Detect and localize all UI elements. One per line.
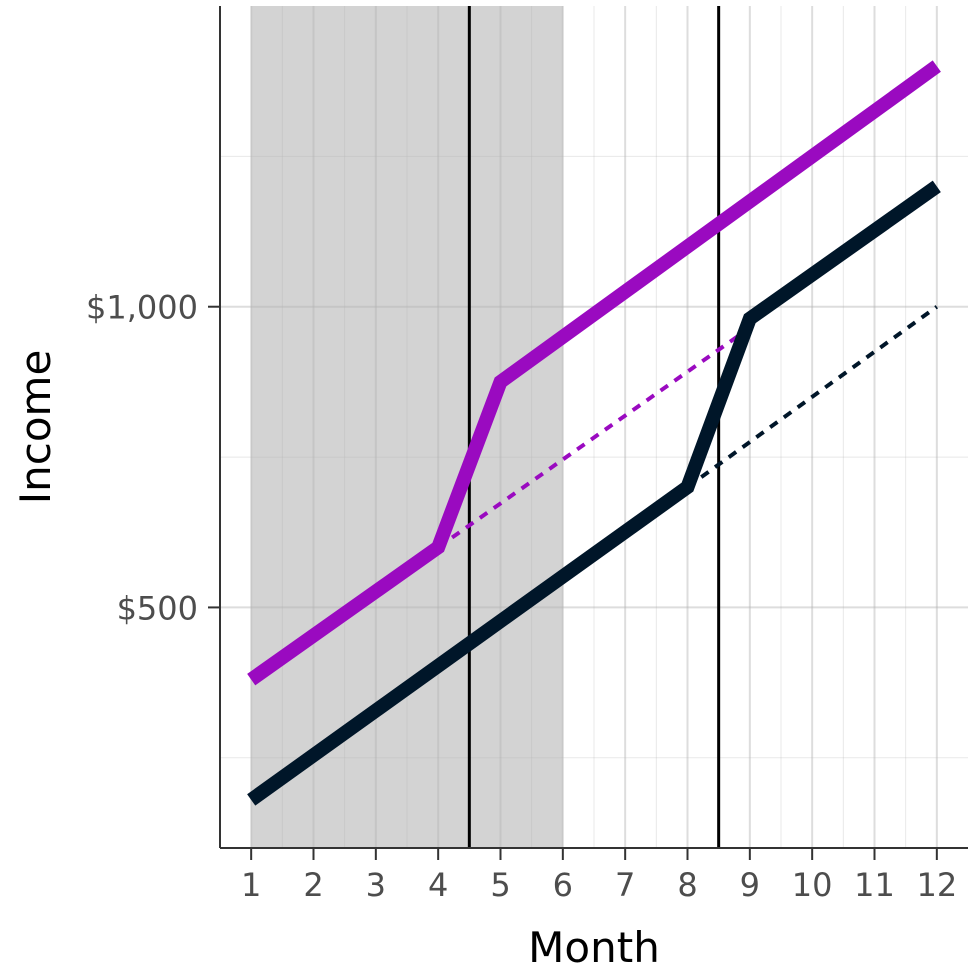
y-axis: $500 $1,000 — [86, 289, 220, 627]
y-tick-label: $500 — [117, 589, 198, 627]
y-tick-label: $1,000 — [86, 289, 198, 327]
x-axis-title: Month — [528, 923, 660, 972]
x-tick-label: 6 — [553, 866, 573, 904]
x-axis: 1 2 3 4 5 6 7 8 9 10 11 12 — [241, 848, 957, 904]
series-line-dotted — [437, 326, 751, 549]
x-tick-label: 4 — [428, 866, 448, 904]
shaded-region — [251, 6, 563, 848]
series-line — [247, 180, 941, 806]
x-tick-label: 8 — [677, 866, 697, 904]
x-tick-label: 9 — [740, 866, 760, 904]
x-tick-label: 2 — [303, 866, 323, 904]
series-line — [247, 60, 941, 686]
x-tick-label: 3 — [366, 866, 386, 904]
x-tick-label: 1 — [241, 866, 261, 904]
x-tick-label: 7 — [615, 866, 635, 904]
x-tick-label: 10 — [792, 866, 833, 904]
plot-region — [219, 6, 968, 849]
x-tick-label: 12 — [916, 866, 957, 904]
x-tick-label: 11 — [854, 866, 895, 904]
y-axis-title: Income — [11, 350, 60, 505]
series-line-dotted — [686, 305, 938, 489]
x-tick-label: 5 — [490, 866, 510, 904]
